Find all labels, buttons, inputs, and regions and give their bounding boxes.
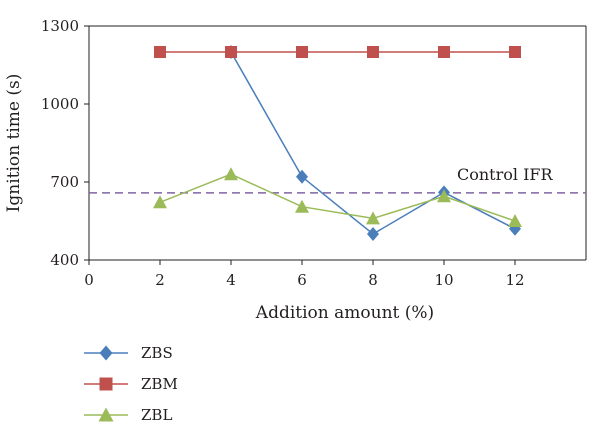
data-point-zbm [154,46,166,58]
series-line-zbl [159,173,516,222]
x-axis: 0 2 4 6 8 10 12 [84,259,586,289]
y-tick-label: 1300 [41,17,79,35]
plot-area [89,25,587,260]
legend-label-zbs: ZBS [141,344,173,362]
legend-marker-zbs [99,345,113,361]
y-axis: 400 700 1000 1300 [41,17,90,269]
legend-item-zbl: ZBL [84,406,172,424]
reference-line-label: Control IFR [457,165,554,184]
legend-label-zbm: ZBM [141,375,178,393]
data-point-zbl [437,189,451,203]
data-point-zbl [295,199,309,213]
legend-item-zbs: ZBS [84,344,173,362]
x-tick-label: 0 [84,271,94,289]
data-point-zbm [509,46,521,58]
data-point-zbs [367,227,379,241]
series-zbm [154,46,521,58]
x-tick-label: 12 [505,271,524,289]
x-tick-label: 2 [155,271,165,289]
x-axis-title: Addition amount (%) [255,303,434,323]
data-point-zbm [296,46,308,58]
data-point-zbl [224,167,238,181]
data-point-zbm [367,46,379,58]
y-tick-label: 700 [50,173,79,191]
x-tick-label: 6 [297,271,307,289]
data-point-zbl [366,211,380,225]
data-point-zbl [153,195,167,209]
data-point-zbl [508,214,522,227]
legend-label-zbl: ZBL [141,406,172,424]
x-tick-label: 8 [368,271,378,289]
legend: ZBS ZBM ZBL [84,344,178,424]
data-point-zbm [225,46,237,58]
legend-marker-zbm [99,377,113,391]
y-axis-title: Ignition time (s) [4,74,24,213]
data-point-zbs [296,169,308,184]
legend-item-zbm: ZBM [84,375,178,393]
x-tick-label: 4 [226,271,236,289]
series-zbl [153,167,522,227]
x-tick-label: 10 [434,271,453,289]
y-tick-label: 400 [50,251,79,269]
y-tick-label: 1000 [41,95,79,113]
data-point-zbm [438,46,450,58]
legend-marker-zbl [98,407,114,422]
series-layer [153,45,522,241]
